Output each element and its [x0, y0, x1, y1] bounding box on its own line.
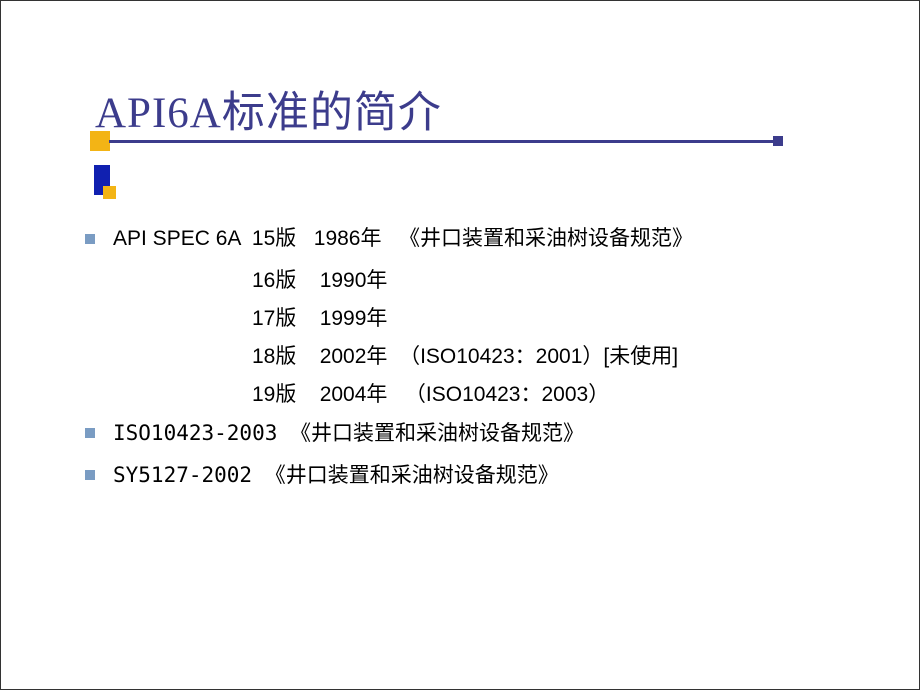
subline-text: 18版 2002年 （ISO10423：2001）[未使用] [252, 338, 865, 376]
underline-accent-right [773, 136, 783, 146]
bullet-item: SY5127-2002 《井口装置和采油树设备规范》 [85, 456, 865, 494]
subline-text: 17版 1999年 [252, 300, 865, 338]
slide-title: API6A标准的简介 [95, 78, 855, 140]
content-area: API SPEC 6A 15版 1986年 《井口装置和采油树设备规范》 16版… [85, 220, 865, 498]
bullet-item: ISO10423-2003 《井口装置和采油树设备规范》 [85, 414, 865, 452]
underline-accent-left [90, 131, 110, 151]
subline-text: 19版 2004年 （ISO10423：2003） [252, 376, 865, 414]
title-underline [95, 140, 775, 143]
bullet-text: API SPEC 6A 15版 1986年 《井口装置和采油树设备规范》 [113, 220, 693, 258]
subline-text: 16版 1990年 [252, 262, 865, 300]
title-area: API6A标准的简介 [95, 78, 855, 140]
bullet-icon [85, 234, 95, 244]
bullet-icon [85, 428, 95, 438]
corner-accent-yellow [103, 186, 116, 199]
underline-line [109, 140, 779, 143]
bullet-text: ISO10423-2003 《井口装置和采油树设备规范》 [113, 414, 584, 452]
bullet-text: SY5127-2002 《井口装置和采油树设备规范》 [113, 456, 559, 494]
bullet-item: API SPEC 6A 15版 1986年 《井口装置和采油树设备规范》 [85, 220, 865, 258]
bullet-icon [85, 470, 95, 480]
